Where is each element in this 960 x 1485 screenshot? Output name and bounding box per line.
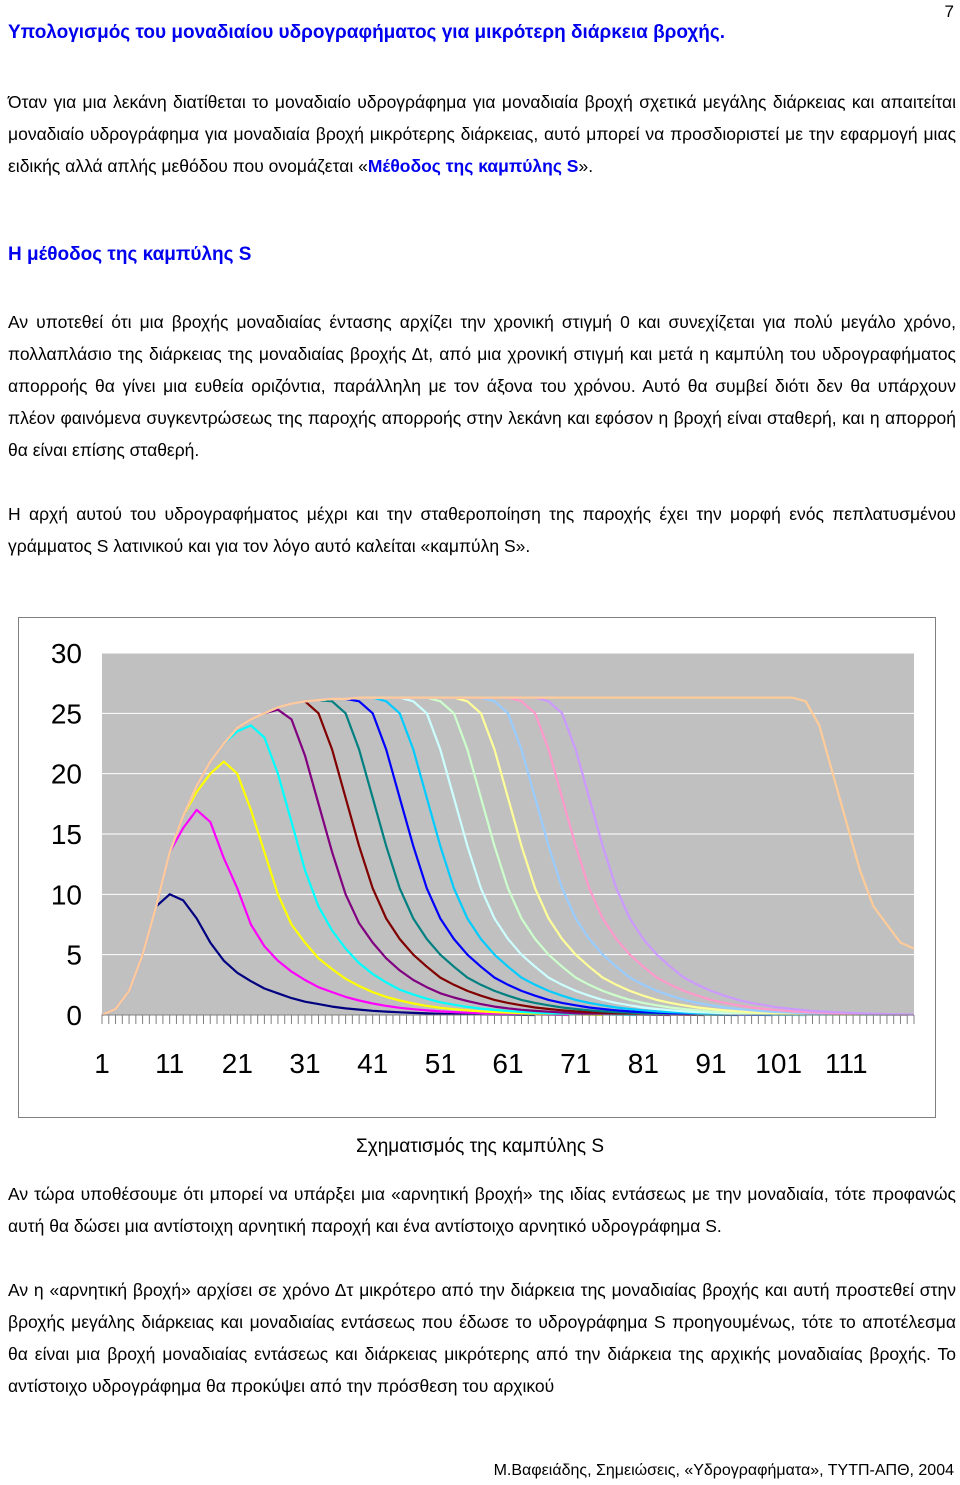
y-axis-labels: 0 5 10 15 20 25 30: [51, 638, 82, 1031]
x-tick-label: 1: [94, 1048, 110, 1079]
x-tick-label: 101: [755, 1048, 802, 1079]
series-line-1: [101, 893, 536, 1017]
series-layer: [101, 696, 915, 1017]
y-tick-label: 10: [51, 879, 82, 910]
figure-caption: Σχηματισμός της καμπύλης S: [355, 1136, 604, 1157]
intro-paragraph: Όταν για μια λεκάνη διατίθεται το μοναδι…: [8, 86, 956, 182]
y-tick-label: 25: [51, 698, 82, 729]
x-tick-label: 21: [222, 1048, 253, 1079]
x-tick-label: 91: [695, 1048, 726, 1079]
x-axis-labels: 1 11 21 31 41 51 61 71 81 91 101 111: [94, 1048, 867, 1079]
x-axis: [101, 1014, 915, 1024]
x-tick-label: 51: [425, 1048, 456, 1079]
footer: Μ.Βαφειάδης, Σημειώσεις, «Υδρογραφήματα»…: [493, 1462, 954, 1479]
x-tick-label: 11: [155, 1048, 184, 1079]
subheading: Η μέθοδος της καμπύλης S: [8, 244, 252, 265]
y-tick-label: 0: [66, 1000, 82, 1031]
paragraph-2: Η αρχή αυτού του υδρογραφήματος μέχρι κα…: [8, 504, 956, 556]
intro-text: Όταν για μια λεκάνη διατίθεται το μοναδι…: [8, 92, 956, 176]
method-name-emphasis: Μέθοδος της καμπύλης S: [367, 156, 579, 176]
paragraph-4: Αν η «αρνητική βροχή» αρχίσει σε χρόνο Δ…: [8, 1280, 956, 1396]
section-title: Υπολογισμός του μοναδιαίου υδρογραφήματο…: [8, 22, 726, 43]
intro-text-end: ».: [578, 156, 594, 176]
y-tick-label: 30: [51, 638, 82, 669]
y-tick-label: 5: [66, 940, 82, 971]
series-line-16: [101, 696, 915, 1017]
x-tick-label: 71: [560, 1048, 591, 1079]
x-tick-label: 31: [289, 1048, 320, 1079]
y-tick-label: 20: [51, 759, 82, 790]
x-tick-label: 41: [357, 1048, 388, 1079]
paragraph-1: Αν υποτεθεί ότι μια βροχής μοναδιαίας έν…: [8, 312, 956, 460]
x-tick-label: 111: [825, 1048, 868, 1079]
series-line-2: [101, 808, 569, 1017]
y-tick-label: 15: [51, 819, 82, 850]
x-tick-label: 61: [492, 1048, 523, 1079]
x-tick-label: 81: [628, 1048, 659, 1079]
page-number: 7: [944, 2, 954, 21]
paragraph-3: Αν τώρα υποθέσουμε ότι μπορεί να υπάρξει…: [8, 1184, 956, 1236]
